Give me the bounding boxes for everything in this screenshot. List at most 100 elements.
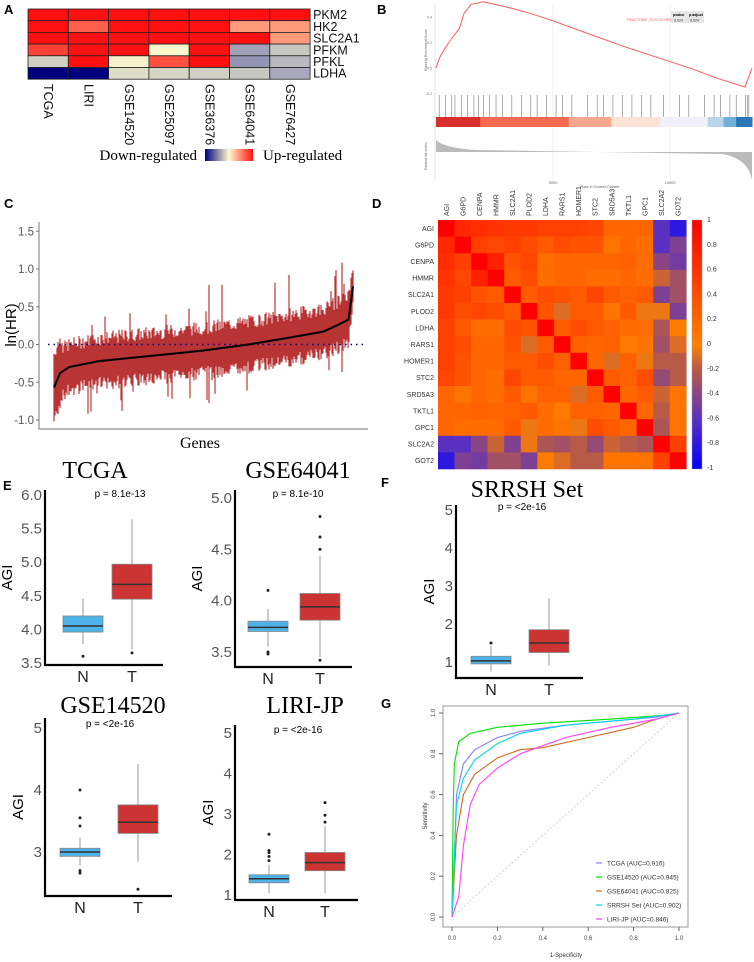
correlation-cell bbox=[620, 352, 637, 370]
correlation-cell bbox=[570, 236, 588, 254]
panel-d-correlation: AGI AGI G6PD G6PD CENPA CENPA HMMR HMMR SLC2A1 SL… bbox=[404, 186, 719, 472]
box-T bbox=[111, 563, 153, 600]
axes bbox=[233, 725, 358, 902]
heatmap-cell bbox=[27, 67, 69, 80]
x-tick-label: N bbox=[485, 682, 497, 699]
correlation-cell bbox=[636, 286, 654, 304]
outlier-point bbox=[267, 832, 271, 836]
correlation-cell bbox=[454, 402, 472, 420]
correlation-cell bbox=[603, 435, 621, 453]
correlation-cell bbox=[570, 452, 588, 470]
correlation-cell bbox=[504, 369, 522, 387]
heatmap-cell bbox=[27, 55, 69, 68]
correlation-cell bbox=[653, 352, 670, 370]
correlation-cell bbox=[520, 236, 538, 254]
correlation-cell bbox=[504, 236, 522, 254]
heatmap-cell bbox=[269, 32, 311, 45]
legend-label: GSE14520 (AUC=0.945) bbox=[607, 875, 679, 882]
correlation-cell bbox=[537, 452, 555, 470]
heatmap-cell bbox=[67, 55, 110, 68]
x-tick-label: N bbox=[262, 671, 274, 688]
y-tick-label: 0.2 bbox=[431, 871, 437, 880]
correlation-cell bbox=[454, 369, 472, 387]
correlation-cell bbox=[653, 220, 670, 237]
y-tick-label: 0.6 bbox=[431, 790, 437, 799]
outlier-point bbox=[318, 547, 322, 551]
y-axis-label: Sensitivity bbox=[423, 802, 429, 829]
correlation-cell bbox=[553, 402, 571, 420]
correlation-cell bbox=[620, 269, 637, 287]
correlation-cell bbox=[636, 319, 654, 337]
heatmap-cell bbox=[269, 8, 311, 22]
heatmap-cell bbox=[108, 55, 150, 68]
heatmap-cell bbox=[27, 20, 69, 33]
heatmap-cell bbox=[148, 43, 190, 57]
column-gene-label: LDHA bbox=[543, 197, 550, 216]
correlation-cell bbox=[438, 386, 455, 403]
rank-color-bar-segment bbox=[736, 117, 753, 127]
roc-curve bbox=[451, 712, 680, 918]
correlation-cell bbox=[553, 435, 571, 453]
column-gene-label: TKTL1 bbox=[626, 195, 633, 216]
outlier-point bbox=[266, 588, 270, 592]
column-gene-label: G6PD bbox=[460, 197, 467, 216]
correlation-cell bbox=[586, 386, 604, 403]
correlation-cell bbox=[454, 435, 472, 453]
correlation-cell bbox=[636, 386, 654, 403]
correlation-cell bbox=[438, 369, 455, 387]
outlier-point bbox=[318, 535, 322, 539]
rank-color-bar-segment bbox=[568, 117, 612, 127]
heatmap-cell bbox=[269, 20, 311, 33]
colorbar-tick-label: 1 bbox=[707, 217, 711, 224]
row-label: SLC2A1 bbox=[313, 32, 360, 46]
correlation-cell bbox=[520, 435, 538, 453]
correlation-cell bbox=[586, 286, 604, 304]
column-gene-label: STC2 bbox=[593, 198, 600, 216]
correlation-cell bbox=[438, 336, 455, 354]
correlation-cell bbox=[653, 386, 670, 403]
column-gene-label: SLC2A2 bbox=[659, 190, 666, 216]
outlier-point bbox=[267, 848, 271, 852]
correlation-cell bbox=[487, 303, 505, 320]
heatmap-cell bbox=[148, 8, 190, 22]
correlation-cell bbox=[471, 352, 488, 370]
outlier-point bbox=[323, 820, 327, 824]
correlation-cell bbox=[553, 319, 571, 337]
outlier-point bbox=[489, 641, 493, 645]
correlation-cell bbox=[669, 352, 687, 370]
roc-curve bbox=[451, 712, 680, 918]
rank-color-bar-segment bbox=[723, 117, 737, 127]
correlation-cell bbox=[537, 336, 555, 354]
y-tick-label: 4.5 bbox=[211, 541, 232, 558]
p-value-label: p = <2e-16 bbox=[498, 502, 547, 513]
y-tick-label: 0.4 bbox=[427, 16, 432, 20]
column-label: GSE64041 bbox=[243, 84, 257, 145]
column-label: GSE25097 bbox=[162, 84, 176, 145]
correlation-cell bbox=[603, 419, 621, 437]
legend-label: TCGA (AUC=0.916) bbox=[607, 861, 665, 868]
correlation-cell bbox=[438, 269, 455, 287]
outlier-point bbox=[78, 871, 82, 875]
correlation-cell bbox=[553, 452, 571, 470]
correlation-cell bbox=[438, 452, 455, 470]
correlation-cell bbox=[620, 435, 637, 453]
correlation-cell bbox=[586, 336, 604, 354]
correlation-cell bbox=[454, 452, 472, 470]
correlation-cell bbox=[537, 402, 555, 420]
correlation-cell bbox=[438, 419, 455, 437]
correlation-cell bbox=[504, 253, 522, 271]
stats-value: 0.024 bbox=[690, 19, 699, 23]
correlation-cell bbox=[520, 386, 538, 403]
x-tick-label: 10000 bbox=[665, 180, 677, 185]
x-axis-label: Rank in Ordered Dataset bbox=[581, 185, 620, 189]
correlation-cell bbox=[471, 402, 488, 420]
outlier-point bbox=[78, 824, 82, 828]
y-tick-label: 0.8 bbox=[431, 749, 437, 758]
column-label: GSE14520 bbox=[122, 84, 136, 145]
correlation-cell bbox=[570, 269, 588, 287]
boxplot-title: GSE64041 bbox=[245, 458, 350, 484]
row-label: PFKL bbox=[313, 55, 344, 69]
row-label: LDHA bbox=[313, 67, 347, 81]
axes bbox=[43, 718, 172, 898]
column-gene-label: PLOD2 bbox=[527, 193, 534, 216]
